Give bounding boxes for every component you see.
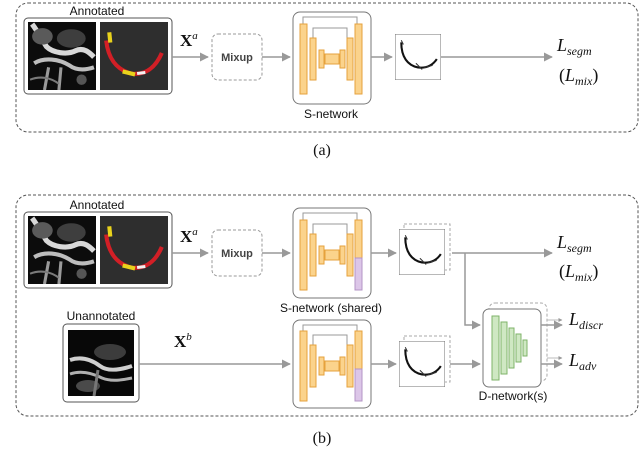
s-network-a [292, 11, 372, 105]
s-network-label-a: S-network [304, 107, 359, 121]
caption-b: (b) [313, 430, 332, 447]
unannotated-mri-image-b [68, 330, 134, 396]
loss-segm-b: Lsegm [556, 232, 592, 255]
arrow-pred-top-to-dnet-b [464, 253, 481, 330]
mixup-label-b: Mixup [221, 248, 253, 260]
annotated-label-a: Annotated [70, 4, 125, 18]
mri-image-b [28, 216, 96, 284]
loss-mix-b: (Lmix) [559, 261, 598, 284]
prediction-image-top-b [399, 229, 445, 275]
d-network-label-b: D-network(s) [479, 389, 548, 403]
loss-segm-a: Lsegm [556, 35, 592, 58]
mri-image-a [28, 22, 96, 90]
s-network-bottom-b [292, 319, 372, 409]
annotated-label-b: Annotated [70, 198, 125, 212]
d-network-b [482, 302, 548, 388]
panel-b-frame [15, 194, 639, 417]
mask-image-b [100, 216, 168, 284]
prediction-image-bottom-b [399, 341, 445, 387]
loss-mix-a: (Lmix) [559, 65, 598, 88]
mixup-box-b [211, 229, 263, 277]
loss-discr-b: Ldiscr [568, 309, 603, 332]
mixup-label-a: Mixup [221, 52, 253, 64]
unannotated-label-b: Unannotated [67, 309, 136, 323]
input-b-symbol-b: Xb [174, 331, 192, 351]
input-a-symbol-b: Xa [180, 226, 198, 246]
loss-adv-b: Ladv [568, 350, 597, 373]
prediction-image-a [395, 34, 441, 80]
s-network-top-b [292, 207, 372, 299]
caption-a: (a) [313, 142, 331, 159]
s-network-label-b: S-network (shared) [280, 301, 382, 315]
mask-image-a [100, 22, 168, 90]
input-symbol-a: Xa [180, 30, 198, 50]
mixup-box-a [211, 33, 263, 81]
